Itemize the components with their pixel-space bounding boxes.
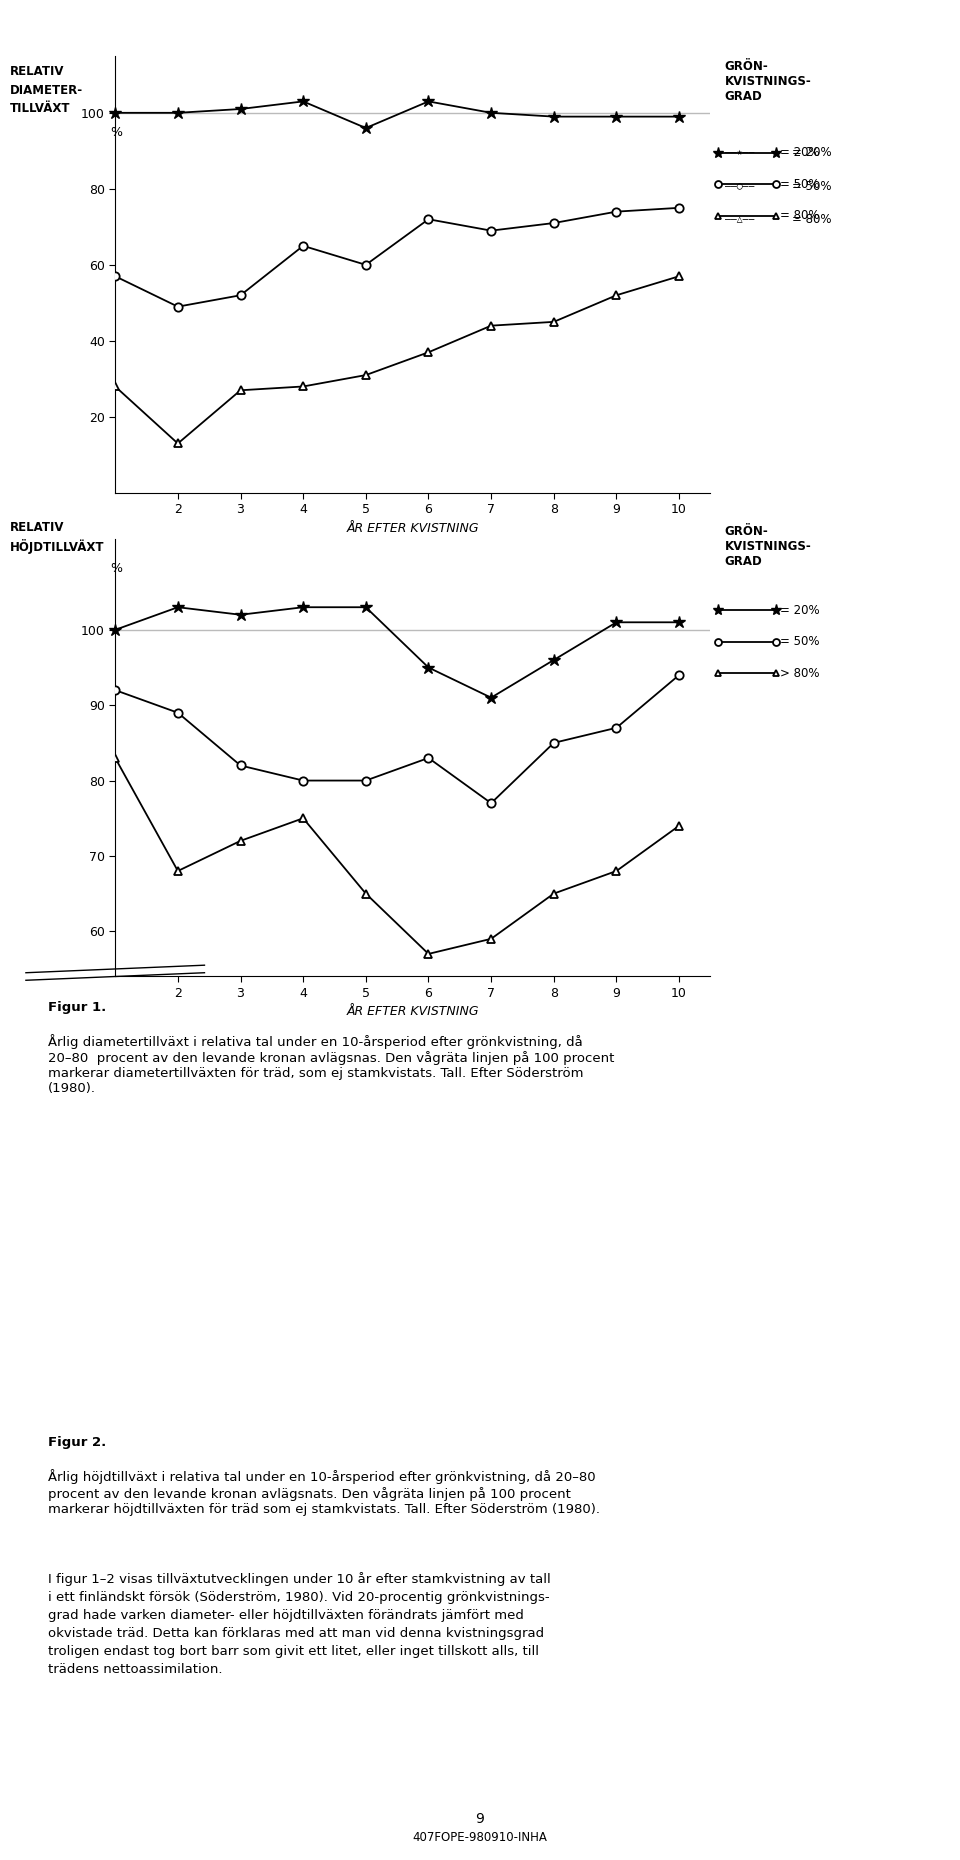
Text: DIAMETER-: DIAMETER- xyxy=(10,84,83,97)
Text: > 80%: > 80% xyxy=(780,668,819,679)
Text: = 50%: = 50% xyxy=(780,179,819,190)
Text: = 50%: = 50% xyxy=(780,636,819,647)
Text: ——★——: ——★—— xyxy=(725,147,755,158)
Text: %: % xyxy=(110,562,123,575)
Text: = 20%: = 20% xyxy=(780,147,819,158)
Text: %: % xyxy=(110,126,123,140)
Text: GRÖN-
KVISTNINGS-
GRAD: GRÖN- KVISTNINGS- GRAD xyxy=(725,525,811,567)
Text: 407FOPE-980910-INHA: 407FOPE-980910-INHA xyxy=(413,1832,547,1843)
Text: = 20%: = 20% xyxy=(792,147,831,158)
Text: Årlig diametertillväxt i relativa tal under en 10-årsperiod efter grönkvistning,: Årlig diametertillväxt i relativa tal un… xyxy=(48,1034,614,1096)
Text: I figur 1–2 visas tillväxtutvecklingen under 10 år efter stamkvistning av tall
i: I figur 1–2 visas tillväxtutvecklingen u… xyxy=(48,1572,551,1676)
Text: Figur 1.: Figur 1. xyxy=(48,1001,107,1014)
Text: = 80%: = 80% xyxy=(792,214,831,225)
Text: RELATIV: RELATIV xyxy=(10,521,64,534)
Text: ——△——: ——△—— xyxy=(725,214,755,225)
Text: = 20%: = 20% xyxy=(780,604,819,616)
X-axis label: ÅR EFTER KVISTNING: ÅR EFTER KVISTNING xyxy=(347,1006,479,1019)
Text: 9: 9 xyxy=(475,1812,485,1827)
X-axis label: ÅR EFTER KVISTNING: ÅR EFTER KVISTNING xyxy=(347,523,479,536)
Text: TILLVÄXT: TILLVÄXT xyxy=(10,102,70,115)
Text: = 80%: = 80% xyxy=(780,210,819,221)
Text: ——○——: ——○—— xyxy=(725,180,755,192)
Text: = 50%: = 50% xyxy=(792,180,831,192)
Text: GRÖN-
KVISTNINGS-
GRAD: GRÖN- KVISTNINGS- GRAD xyxy=(725,60,811,102)
Text: RELATIV: RELATIV xyxy=(10,65,64,78)
Text: HÖJDTILLVÄXT: HÖJDTILLVÄXT xyxy=(10,539,104,554)
Text: Figur 2.: Figur 2. xyxy=(48,1436,107,1449)
Text: Årlig höjdtillväxt i relativa tal under en 10-årsperiod efter grönkvistning, då : Årlig höjdtillväxt i relativa tal under … xyxy=(48,1469,600,1516)
